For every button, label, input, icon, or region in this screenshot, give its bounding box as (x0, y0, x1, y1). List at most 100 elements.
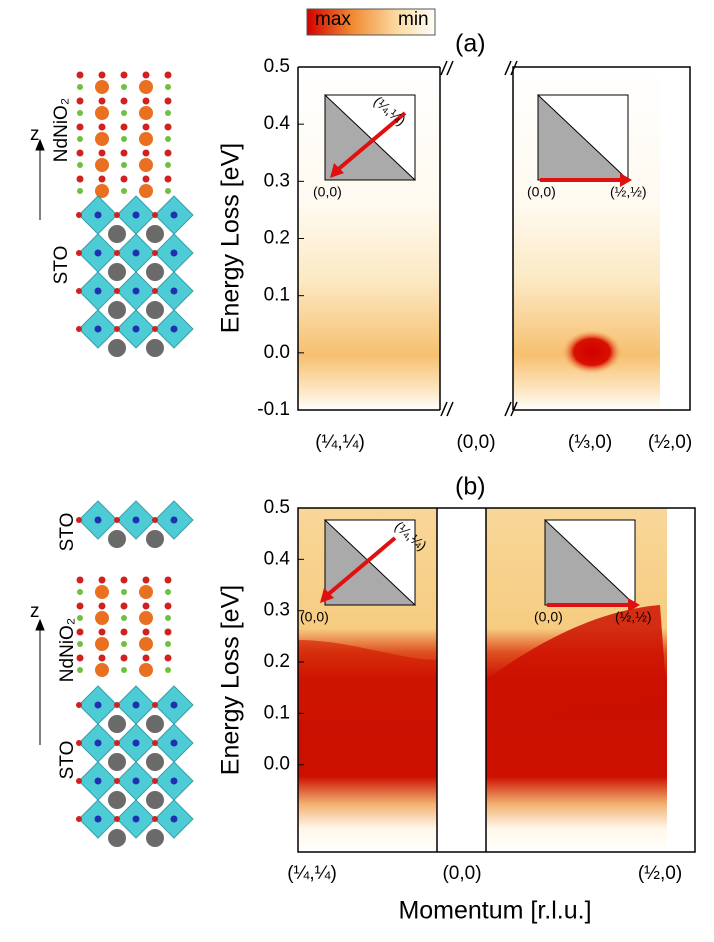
atom (164, 175, 172, 183)
y-tick-label: 0.4 (264, 548, 291, 569)
atom (164, 654, 172, 662)
inset-label: (½,½) (610, 184, 647, 200)
atom (76, 778, 82, 784)
atom (95, 106, 109, 120)
atom (139, 158, 153, 172)
atom (114, 740, 120, 746)
atom (77, 84, 83, 90)
atom (94, 815, 102, 823)
atom (95, 611, 109, 625)
atom (76, 740, 82, 746)
atom (139, 637, 153, 651)
atom (146, 829, 164, 847)
atom (146, 791, 164, 809)
atom (120, 654, 128, 662)
inset-label: (0,0) (534, 609, 563, 625)
heatmap-region (486, 605, 667, 720)
atom (76, 212, 82, 218)
atom (95, 132, 109, 146)
atom (98, 97, 106, 105)
atom (132, 211, 140, 219)
atom (108, 339, 126, 357)
atom (120, 149, 128, 157)
y-tick-label: 0.2 (264, 651, 290, 672)
atom (77, 667, 83, 673)
layer-label: STO (57, 513, 78, 552)
atom (164, 628, 172, 636)
atom (95, 585, 109, 599)
atom (170, 701, 178, 709)
atom (170, 211, 178, 219)
x-tick-label: (½,0) (638, 863, 682, 884)
atom (142, 71, 150, 79)
atom (121, 162, 127, 168)
inset-label: (0,0) (527, 184, 556, 200)
atom (98, 576, 106, 584)
y-tick-label: 0.3 (264, 170, 290, 191)
atom (165, 162, 171, 168)
layer-label: STO (57, 741, 78, 780)
atom (77, 589, 83, 595)
atom (139, 132, 153, 146)
atom (108, 829, 126, 847)
atom (170, 739, 178, 747)
atom (114, 212, 120, 218)
atom (132, 777, 140, 785)
atom (94, 777, 102, 785)
atom (121, 589, 127, 595)
atom (120, 576, 128, 584)
atom (146, 530, 164, 548)
y-tick-label: -0.1 (257, 399, 290, 420)
atom (165, 84, 171, 90)
atom (77, 188, 83, 194)
atom (76, 702, 82, 708)
atom (142, 602, 150, 610)
atom (165, 188, 171, 194)
atom (170, 777, 178, 785)
atom (132, 701, 140, 709)
x-tick-label: (0,0) (456, 432, 495, 453)
atom (165, 136, 171, 142)
atom (76, 816, 82, 822)
atom (77, 615, 83, 621)
atom (76, 654, 84, 662)
atom (132, 739, 140, 747)
atom (98, 654, 106, 662)
atom (114, 288, 120, 294)
inset-label: (0,0) (300, 609, 329, 625)
atom (139, 184, 153, 198)
y-tick-label: 0.0 (264, 754, 290, 775)
atom (94, 516, 102, 524)
atom (139, 80, 153, 94)
y-tick-label: 0.5 (264, 497, 290, 518)
atom (152, 702, 158, 708)
atom (142, 628, 150, 636)
atom (114, 517, 120, 523)
atom (114, 778, 120, 784)
atom (108, 715, 126, 733)
atom (95, 637, 109, 651)
atom (152, 326, 158, 332)
atom (120, 97, 128, 105)
atom (132, 249, 140, 257)
y-axis-label: Energy Loss [eV] (217, 143, 245, 333)
y-tick-label: 0.2 (264, 228, 290, 249)
atom (98, 71, 106, 79)
y-tick-label: 0.1 (264, 285, 290, 306)
atom (164, 123, 172, 131)
atom (152, 778, 158, 784)
atom (142, 576, 150, 584)
atom (95, 80, 109, 94)
x-tick-label: (⅓,0) (568, 432, 612, 453)
atom (139, 611, 153, 625)
atom (108, 530, 126, 548)
atom (152, 288, 158, 294)
atom (76, 250, 82, 256)
atom (98, 175, 106, 183)
atom (76, 97, 84, 105)
atom (170, 325, 178, 333)
atom (98, 149, 106, 157)
atom (164, 602, 172, 610)
atom (114, 326, 120, 332)
